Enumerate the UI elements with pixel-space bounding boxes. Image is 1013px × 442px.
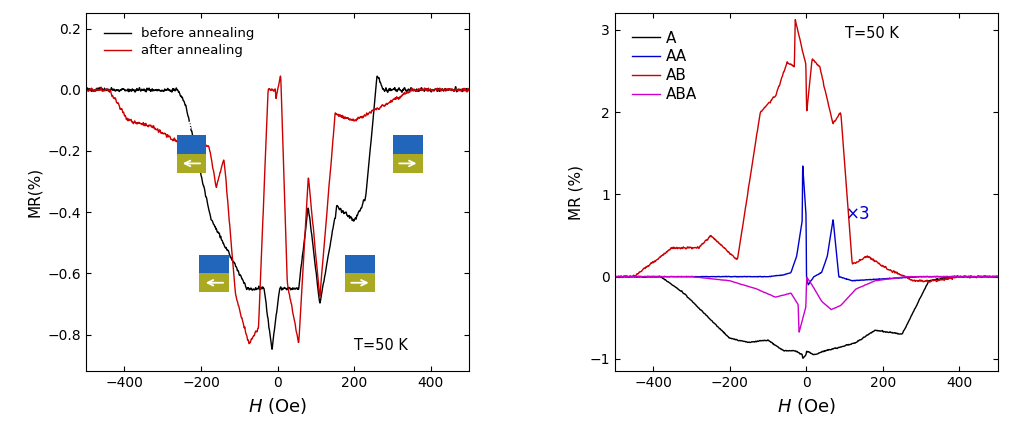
after annealing (456, 87, 468, 92)
ABA (992, 274, 1004, 279)
before annealing (124, 88, 136, 93)
AB (652, 256, 665, 262)
A (772, 344, 784, 350)
ABA (943, 274, 955, 279)
A (943, 274, 955, 280)
AA (609, 274, 621, 279)
Line: ABA: ABA (615, 276, 998, 332)
Line: A: A (615, 276, 998, 358)
X-axis label: $\mathit{H}$ (Oe): $\mathit{H}$ (Oe) (777, 396, 836, 415)
Bar (176, 135, 207, 154)
AB (789, 17, 801, 22)
before annealing (147, 87, 159, 92)
A (992, 274, 1004, 279)
after annealing (227, 262, 239, 267)
A (985, 274, 997, 279)
Bar (393, 154, 422, 173)
AA (652, 274, 665, 279)
AB (943, 276, 955, 281)
after annealing (243, 341, 255, 346)
before annealing (227, 259, 239, 264)
AA (675, 274, 687, 279)
Bar (200, 255, 229, 273)
Bar (200, 273, 229, 292)
before annealing (243, 286, 255, 292)
Legend: A, AA, AB, ABA: A, AA, AB, ABA (626, 24, 703, 108)
after annealing (80, 87, 92, 92)
A (675, 289, 687, 294)
AB (985, 274, 997, 279)
ABA (621, 274, 633, 279)
AA (985, 274, 997, 279)
before annealing (456, 87, 468, 92)
after annealing (124, 118, 136, 123)
before annealing (80, 86, 92, 91)
before annealing (265, 347, 278, 352)
ABA (609, 274, 621, 279)
AB (609, 274, 621, 279)
AA (992, 274, 1004, 279)
Y-axis label: MR(%): MR(%) (27, 167, 43, 217)
after annealing (463, 87, 475, 92)
AB (923, 279, 935, 285)
A (797, 355, 809, 361)
AA (796, 164, 808, 169)
Bar (393, 135, 422, 154)
Bar (345, 273, 375, 292)
AA (943, 274, 955, 279)
before annealing (371, 73, 383, 79)
ABA (772, 294, 784, 299)
Y-axis label: MR (%): MR (%) (569, 165, 583, 220)
Legend: before annealing, after annealing: before annealing, after annealing (100, 23, 258, 61)
AA (772, 273, 784, 278)
AA (756, 274, 768, 279)
Line: AB: AB (615, 19, 998, 282)
after annealing (275, 73, 287, 79)
A (652, 274, 665, 279)
Bar (176, 154, 207, 173)
Line: after annealing: after annealing (86, 76, 469, 343)
Text: $\times$3: $\times$3 (845, 205, 870, 223)
Text: T=50 K: T=50 K (355, 338, 408, 353)
A (951, 273, 963, 278)
AB (772, 85, 784, 91)
ABA (793, 329, 805, 335)
A (609, 274, 621, 279)
before annealing (463, 88, 475, 93)
AB (756, 109, 768, 114)
ABA (652, 274, 665, 279)
after annealing (147, 125, 159, 130)
ABA (756, 289, 768, 294)
ABA (676, 274, 688, 279)
ABA (985, 274, 997, 279)
Text: T=50 K: T=50 K (845, 27, 899, 41)
Line: before annealing: before annealing (86, 76, 469, 349)
Line: AA: AA (615, 166, 998, 285)
AB (992, 274, 1004, 279)
after annealing (244, 339, 256, 345)
A (756, 338, 768, 343)
X-axis label: $\mathit{H}$ (Oe): $\mathit{H}$ (Oe) (248, 396, 307, 415)
AA (802, 282, 814, 287)
Bar (345, 255, 375, 273)
AB (675, 245, 687, 250)
before annealing (414, 87, 426, 92)
after annealing (414, 87, 426, 92)
